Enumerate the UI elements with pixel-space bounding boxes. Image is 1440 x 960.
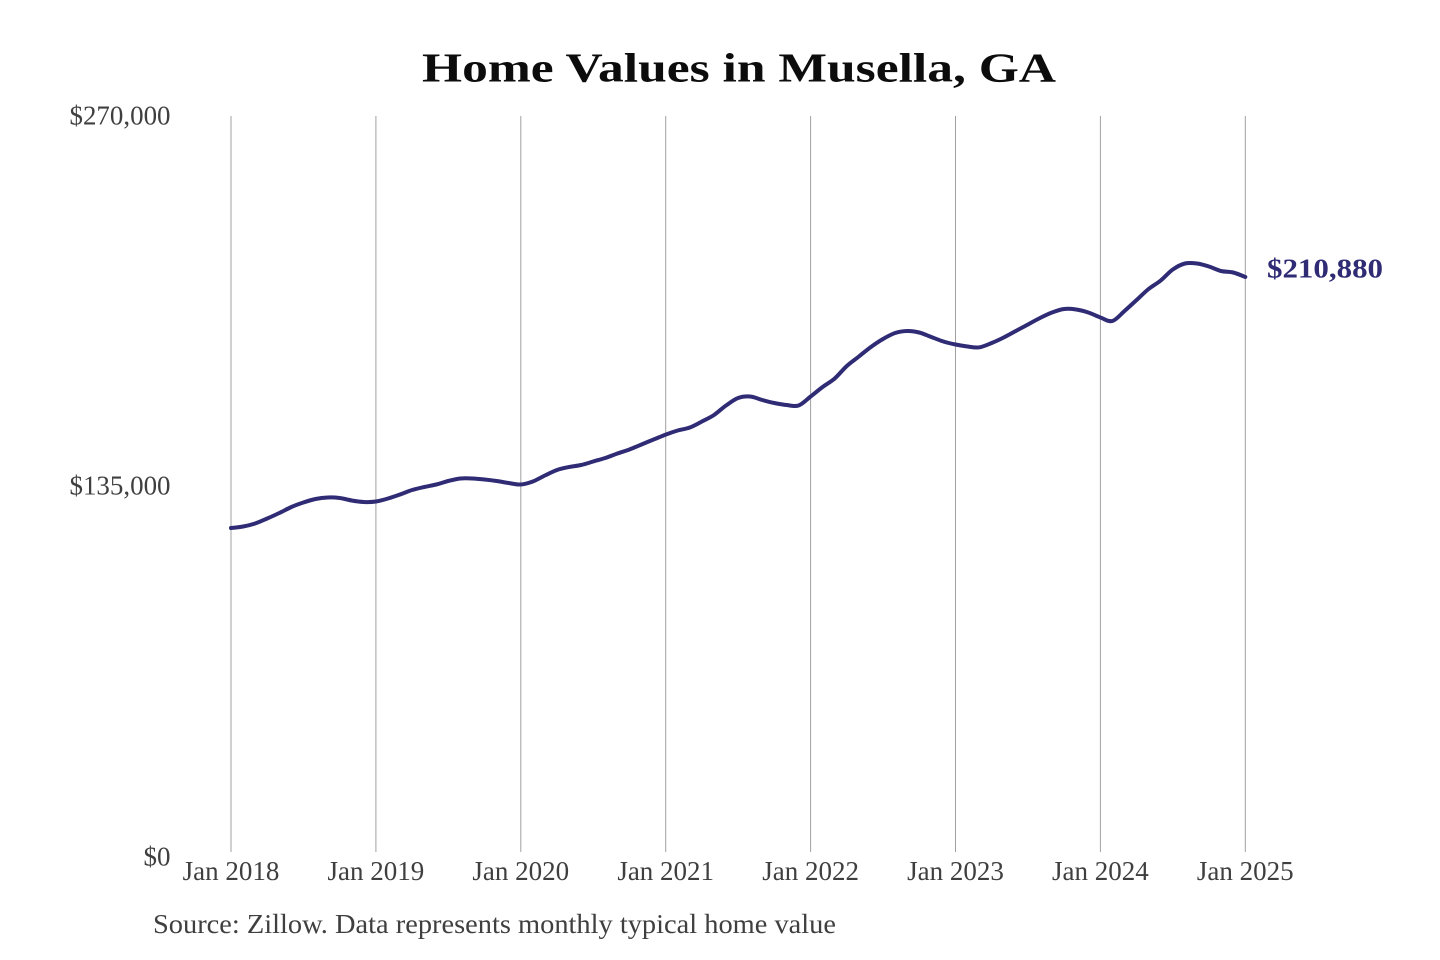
svg-text:Jan 2023: Jan 2023	[907, 856, 1004, 886]
svg-text:Jan 2025: Jan 2025	[1197, 856, 1294, 886]
svg-text:$270,000: $270,000	[70, 101, 171, 131]
svg-text:$0: $0	[144, 842, 171, 872]
svg-text:Jan 2020: Jan 2020	[472, 856, 569, 886]
svg-text:$210,880: $210,880	[1267, 254, 1383, 284]
svg-text:Jan 2018: Jan 2018	[183, 856, 280, 886]
svg-text:Jan 2022: Jan 2022	[762, 856, 859, 886]
svg-text:Home Values in Musella, GA: Home Values in Musella, GA	[422, 45, 1056, 91]
svg-text:$135,000: $135,000	[70, 470, 171, 500]
svg-text:Jan 2019: Jan 2019	[328, 856, 425, 886]
svg-text:Jan 2021: Jan 2021	[617, 856, 714, 886]
svg-text:Jan 2024: Jan 2024	[1052, 856, 1149, 886]
svg-text:Source: Zillow. Data represent: Source: Zillow. Data represents monthly …	[153, 909, 836, 939]
